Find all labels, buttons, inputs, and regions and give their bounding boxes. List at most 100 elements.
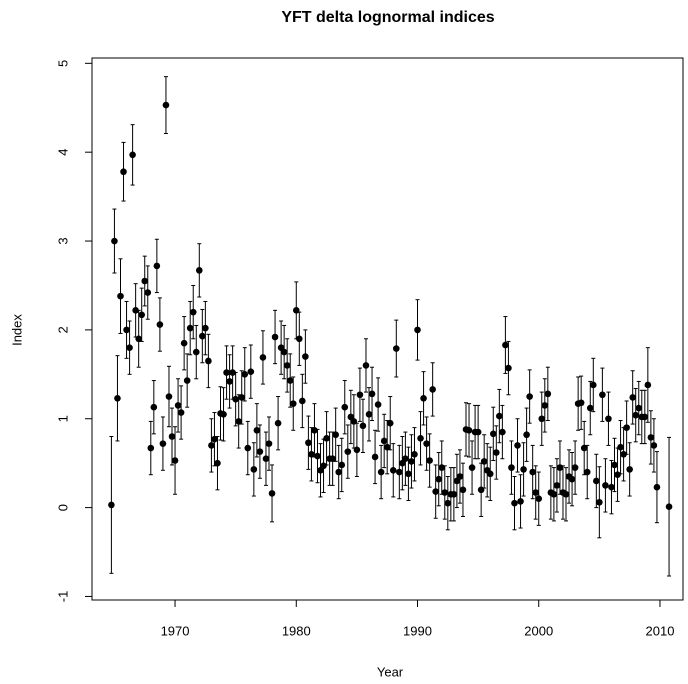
point [150, 403, 158, 411]
point [311, 426, 318, 434]
point [183, 377, 191, 384]
y-axis-label: Index [9, 314, 24, 346]
point [577, 399, 585, 407]
point [611, 461, 618, 469]
point [338, 461, 346, 469]
point [389, 466, 397, 474]
point [202, 324, 209, 332]
point [589, 381, 597, 389]
point [305, 439, 312, 447]
point [323, 434, 330, 442]
point [165, 393, 173, 400]
point [580, 444, 588, 452]
y-tick-label: 4 [55, 149, 70, 156]
point [617, 443, 624, 451]
point [602, 482, 609, 489]
point [377, 468, 385, 476]
point [644, 381, 652, 389]
point [153, 262, 161, 270]
point [108, 501, 115, 509]
point [520, 466, 527, 473]
point [186, 324, 194, 332]
point [159, 440, 167, 447]
point [493, 449, 500, 456]
point [280, 348, 288, 356]
point [232, 395, 239, 403]
point [550, 490, 558, 498]
point [474, 428, 482, 436]
point [229, 369, 236, 376]
point [444, 499, 452, 507]
point [614, 471, 621, 479]
x-tick-label: 1990 [403, 623, 432, 638]
y-tick-label: 2 [55, 326, 70, 333]
point [292, 307, 300, 314]
point [405, 470, 412, 478]
point [583, 468, 591, 476]
point [480, 458, 488, 465]
point [596, 498, 603, 506]
point [199, 332, 206, 340]
point [129, 151, 136, 159]
point [438, 464, 446, 471]
point [250, 466, 258, 473]
point [635, 404, 643, 412]
point [556, 464, 564, 471]
point [538, 415, 546, 423]
point [359, 422, 367, 430]
point [138, 311, 146, 319]
point [195, 267, 203, 274]
point [356, 391, 364, 399]
point [396, 468, 403, 476]
point [562, 490, 570, 498]
point [211, 435, 218, 443]
point [523, 431, 530, 439]
point [623, 424, 630, 431]
point [508, 464, 515, 471]
point [517, 498, 524, 505]
point [544, 390, 552, 398]
point [432, 488, 439, 495]
point [220, 410, 227, 418]
x-tick-label: 2010 [646, 623, 675, 638]
point [120, 168, 127, 176]
point [320, 462, 327, 470]
x-axis-label: Year [377, 664, 404, 679]
point [192, 348, 200, 356]
point [226, 378, 233, 385]
point [259, 354, 267, 361]
point [496, 412, 503, 420]
point [629, 394, 636, 401]
point [608, 483, 615, 491]
point [162, 101, 170, 109]
point [599, 391, 606, 399]
point [265, 440, 273, 447]
point [532, 489, 540, 496]
point [350, 418, 358, 425]
y-tick-label: 0 [55, 504, 70, 511]
point [283, 362, 291, 369]
point [408, 458, 415, 465]
point [541, 402, 549, 409]
point [114, 395, 121, 402]
point [641, 413, 649, 421]
point [380, 437, 388, 445]
point [420, 395, 427, 402]
point [174, 402, 182, 409]
point [620, 450, 627, 458]
y-tick-label: -1 [55, 591, 70, 603]
point [429, 386, 436, 393]
point [502, 341, 509, 349]
point [253, 426, 261, 434]
y-tick-label: 1 [55, 415, 70, 422]
point [477, 486, 485, 494]
point [511, 499, 518, 507]
point [650, 442, 658, 449]
point [605, 415, 612, 423]
point [465, 426, 473, 434]
point [586, 404, 594, 412]
y-tick-label: 3 [55, 237, 70, 244]
point [296, 335, 303, 343]
point [414, 326, 421, 334]
point [423, 440, 430, 447]
